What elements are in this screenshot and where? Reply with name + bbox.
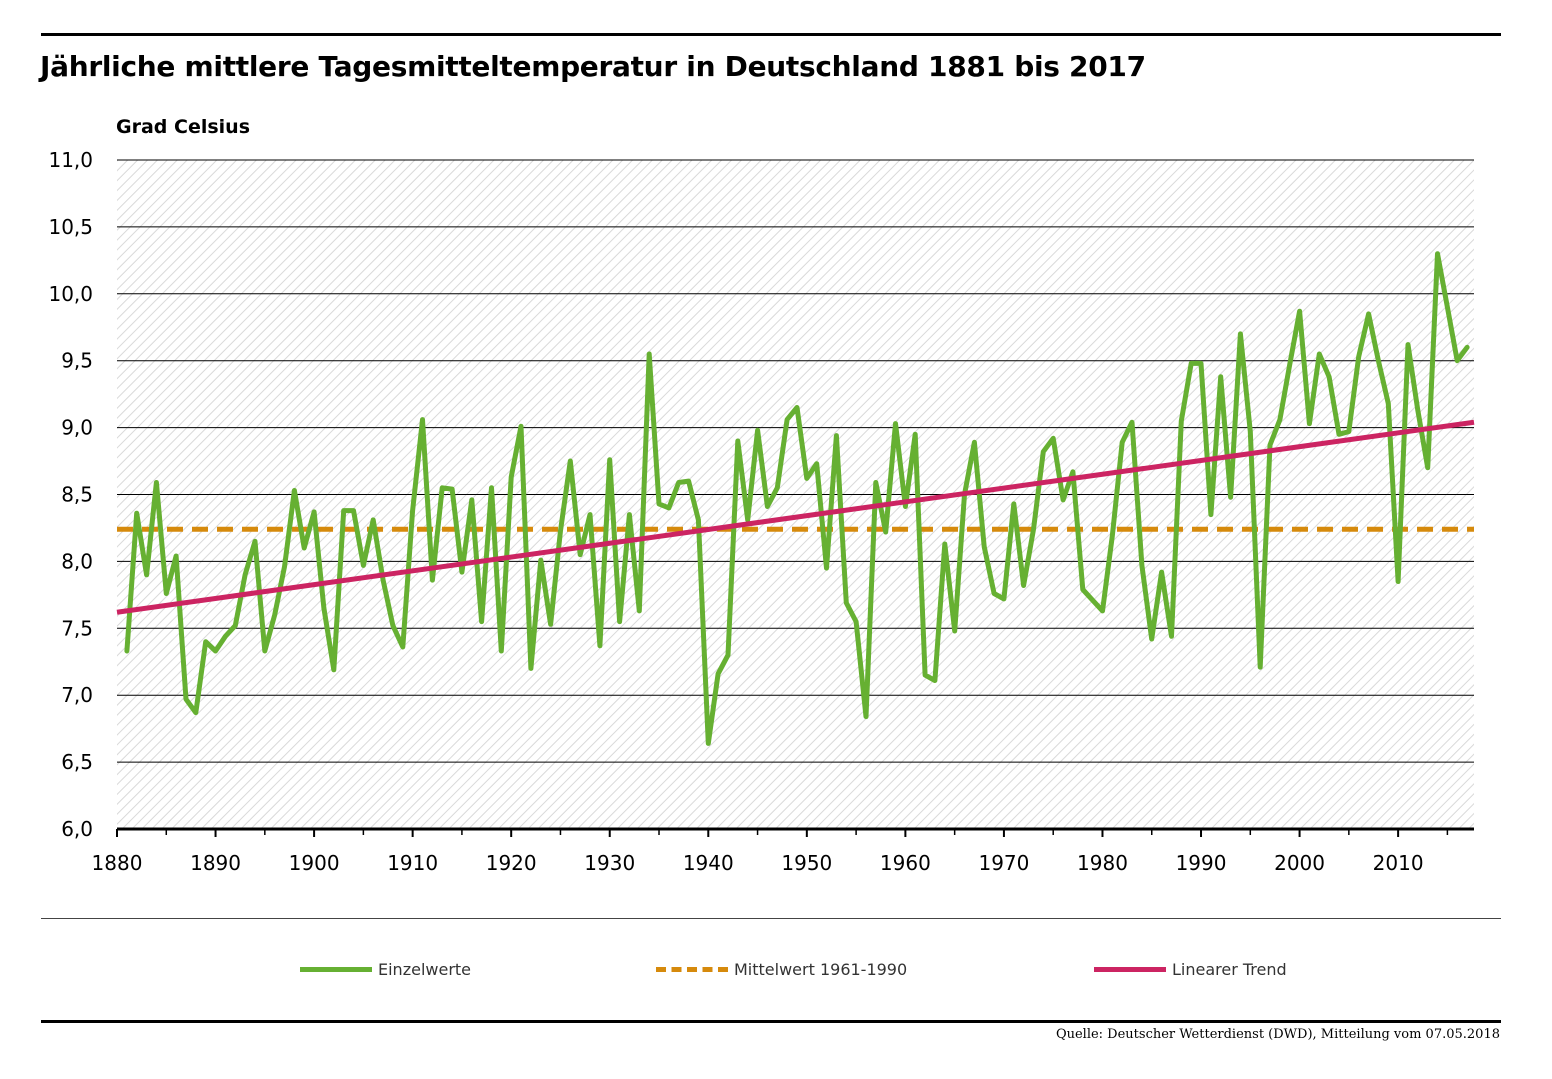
legend-swatch-einzelwerte — [300, 966, 372, 972]
y-tick-label: 10,0 — [48, 282, 93, 306]
legend-swatch-trend — [1094, 966, 1166, 972]
x-tick-label: 1890 — [190, 851, 241, 875]
series-einzelwerte-line — [124, 251, 1470, 746]
y-tick-label: 6,0 — [61, 817, 93, 841]
x-tick-label: 2000 — [1274, 851, 1325, 875]
y-tick-label: 6,5 — [61, 750, 93, 774]
x-tick-label: 1920 — [486, 851, 537, 875]
source-note: Quelle: Deutscher Wetterdienst (DWD), Mi… — [1055, 1027, 1500, 1042]
legend-label-trend: Linearer Trend — [1172, 959, 1287, 979]
legend-item-trend: Linearer Trend — [1094, 957, 1287, 981]
x-tick-label: 1900 — [289, 851, 340, 875]
x-tick-label: 1970 — [978, 851, 1029, 875]
y-tick-label: 11,0 — [48, 148, 93, 172]
legend-separator — [41, 918, 1501, 919]
chart-title: Jährliche mittlere Tagesmitteltemperatur… — [40, 50, 1146, 83]
x-tick-label: 1880 — [92, 851, 143, 875]
temperature-chart: 6,0 6,5 7,0 7,5 8,0 8,5 9,0 9,5 10,0 10,5 11,0 1880… — [48, 148, 1475, 875]
series — [116, 251, 1475, 746]
y-tick-label: 9,0 — [61, 416, 93, 440]
legend-item-einzelwerte: Einzelwerte — [300, 957, 471, 981]
legend-label-mittelwert: Mittelwert 1961-1990 — [734, 959, 908, 979]
x-tick-label: 1930 — [584, 851, 635, 875]
top-rule — [41, 33, 1501, 36]
x-tick-label: 1990 — [1176, 851, 1227, 875]
y-tick-label: 7,0 — [61, 683, 93, 707]
x-tick-label: 1960 — [880, 851, 931, 875]
y-axis-unit-label: Grad Celsius — [116, 116, 251, 138]
x-tick-label: 1950 — [781, 851, 832, 875]
legend-label-einzelwerte: Einzelwerte — [378, 959, 472, 979]
y-tick-label: 10,5 — [48, 215, 93, 239]
legend-swatch-mittelwert — [656, 966, 728, 972]
legend-item-mittelwert: Mittelwert 1961-1990 — [656, 957, 907, 981]
axes: 6,0 6,5 7,0 7,5 8,0 8,5 9,0 9,5 10,0 10,5 11,0 1880… — [48, 148, 1474, 875]
x-tick-label: 1980 — [1077, 851, 1128, 875]
x-tick-label: 2010 — [1373, 851, 1424, 875]
bottom-rule — [41, 1020, 1501, 1023]
y-tick-label: 9,5 — [61, 349, 93, 373]
x-tick-label: 1940 — [683, 851, 734, 875]
x-tick-label: 1910 — [387, 851, 438, 875]
y-tick-label: 8,0 — [61, 549, 93, 573]
y-tick-label: 7,5 — [61, 616, 93, 640]
series-trend-line — [116, 419, 1475, 615]
y-tick-label: 8,5 — [61, 483, 93, 507]
